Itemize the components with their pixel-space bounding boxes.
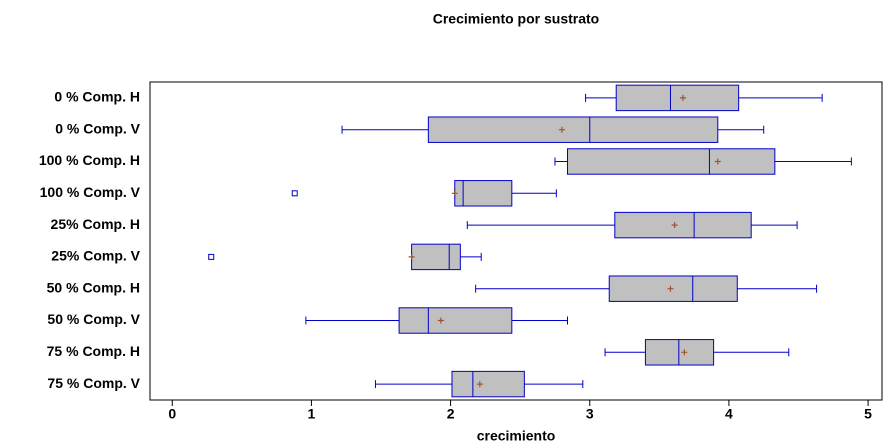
box — [566, 148, 776, 175]
mean-marker — [451, 190, 458, 197]
mean-marker — [437, 317, 444, 324]
x-tick-label: 0 — [168, 406, 176, 422]
mean-marker — [671, 222, 678, 229]
box — [644, 339, 715, 366]
y-tick-label: 75 % Comp. V — [47, 375, 140, 391]
x-tick-label: 4 — [725, 406, 733, 422]
box — [411, 243, 461, 271]
box — [427, 116, 719, 143]
mean-marker — [681, 349, 688, 356]
x-tick-label: 3 — [586, 406, 594, 422]
box — [398, 307, 513, 334]
y-tick-label: 50 % Comp. V — [47, 311, 140, 327]
plot-frame — [149, 81, 883, 401]
x-tick-label: 2 — [447, 406, 455, 422]
y-tick-label: 100 % Comp. V — [40, 184, 141, 200]
x-tick-label: 1 — [308, 406, 316, 422]
y-tick-label: 25% Comp. V — [51, 248, 140, 264]
y-tick-label: 0 % Comp. H — [54, 89, 140, 105]
outlier — [291, 190, 298, 197]
mean-marker — [667, 285, 674, 292]
y-tick-label: 75 % Comp. H — [47, 343, 140, 359]
y-tick-label: 25% Comp. H — [51, 216, 140, 232]
mean-marker — [679, 94, 686, 101]
box — [454, 180, 513, 207]
x-axis-label: crecimiento — [477, 428, 556, 444]
box — [614, 211, 752, 239]
chart-title: Crecimiento por sustrato — [433, 11, 599, 27]
mean-marker — [558, 126, 565, 133]
outlier — [208, 253, 215, 260]
mean-marker — [714, 158, 721, 165]
x-tick-label: 5 — [864, 406, 872, 422]
mean-marker — [408, 253, 415, 260]
box — [451, 370, 525, 398]
y-tick-label: 0 % Comp. V — [55, 120, 140, 136]
y-tick-label: 50 % Comp. H — [47, 279, 140, 295]
y-tick-label: 100 % Comp. H — [39, 152, 140, 168]
box — [615, 84, 740, 112]
mean-marker — [476, 381, 483, 388]
